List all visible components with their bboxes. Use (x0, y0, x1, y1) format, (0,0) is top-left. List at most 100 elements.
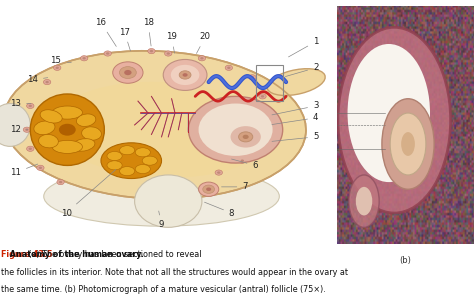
Text: the same time. (b) Photomicrograph of a mature vesicular (antral) follicle (75×): the same time. (b) Photomicrograph of a … (1, 285, 326, 294)
Text: 14: 14 (27, 75, 48, 84)
Ellipse shape (72, 139, 95, 151)
Ellipse shape (124, 70, 132, 75)
Ellipse shape (25, 128, 28, 131)
Ellipse shape (150, 50, 153, 52)
Ellipse shape (36, 165, 44, 171)
Text: 5: 5 (272, 132, 319, 141)
Ellipse shape (76, 114, 96, 126)
Text: (a) The ovary has been sectioned to reveal: (a) The ovary has been sectioned to reve… (26, 250, 201, 259)
Text: 4: 4 (272, 113, 319, 125)
Text: 20: 20 (197, 32, 211, 54)
Ellipse shape (189, 96, 283, 163)
Ellipse shape (215, 170, 222, 175)
Ellipse shape (401, 132, 415, 156)
Ellipse shape (30, 94, 104, 166)
Ellipse shape (238, 132, 253, 142)
Ellipse shape (217, 171, 220, 174)
Ellipse shape (107, 151, 122, 161)
Ellipse shape (135, 148, 150, 157)
Ellipse shape (171, 65, 200, 85)
Ellipse shape (203, 185, 215, 193)
Ellipse shape (81, 56, 88, 61)
Ellipse shape (182, 73, 188, 77)
Ellipse shape (347, 44, 430, 182)
Text: 17: 17 (119, 28, 130, 51)
Ellipse shape (142, 156, 157, 165)
Ellipse shape (199, 103, 273, 156)
Ellipse shape (230, 126, 261, 148)
Ellipse shape (206, 188, 211, 191)
Ellipse shape (135, 165, 150, 173)
Ellipse shape (249, 75, 256, 80)
Text: 2: 2 (285, 63, 319, 76)
Ellipse shape (254, 119, 257, 121)
Text: 6: 6 (231, 159, 258, 170)
Text: 15: 15 (50, 56, 71, 65)
Text: 16: 16 (95, 18, 116, 46)
Ellipse shape (259, 94, 266, 99)
Ellipse shape (34, 121, 55, 135)
Ellipse shape (28, 105, 32, 107)
Ellipse shape (135, 175, 202, 227)
Text: Figure 43.5: Figure 43.5 (1, 250, 53, 259)
Text: 12: 12 (10, 125, 27, 134)
Ellipse shape (200, 57, 204, 59)
Ellipse shape (52, 106, 82, 119)
Ellipse shape (57, 179, 64, 185)
Ellipse shape (252, 118, 259, 123)
Ellipse shape (243, 135, 249, 139)
Ellipse shape (119, 167, 135, 176)
Ellipse shape (28, 148, 32, 150)
Ellipse shape (40, 110, 62, 123)
Ellipse shape (198, 56, 206, 61)
Text: 7: 7 (221, 182, 248, 191)
Ellipse shape (104, 51, 111, 56)
Ellipse shape (55, 67, 59, 69)
Ellipse shape (119, 67, 137, 78)
Text: 9: 9 (159, 211, 164, 230)
Text: 13: 13 (10, 99, 31, 108)
Ellipse shape (251, 76, 254, 78)
Ellipse shape (349, 175, 379, 227)
Ellipse shape (82, 57, 86, 59)
Ellipse shape (101, 143, 162, 178)
Text: 10: 10 (61, 170, 116, 218)
Ellipse shape (82, 127, 101, 140)
Ellipse shape (338, 27, 451, 213)
Ellipse shape (241, 159, 244, 162)
Text: 1: 1 (289, 37, 319, 57)
Bar (256, 65, 283, 101)
Ellipse shape (106, 52, 109, 55)
Ellipse shape (46, 81, 49, 83)
Text: 3: 3 (272, 101, 319, 115)
Ellipse shape (59, 181, 62, 183)
Ellipse shape (166, 52, 170, 55)
Ellipse shape (119, 146, 135, 155)
Ellipse shape (199, 182, 219, 196)
Ellipse shape (179, 71, 191, 79)
Text: 8: 8 (204, 202, 234, 218)
Ellipse shape (227, 67, 230, 69)
Ellipse shape (44, 167, 279, 226)
Ellipse shape (38, 134, 58, 148)
Ellipse shape (52, 140, 82, 153)
Ellipse shape (44, 79, 51, 85)
Ellipse shape (382, 99, 434, 189)
Ellipse shape (53, 82, 271, 178)
Text: the follicles in its interior. Note that not all the structures would appear in : the follicles in its interior. Note that… (1, 268, 348, 277)
Ellipse shape (390, 113, 426, 175)
Ellipse shape (0, 103, 30, 146)
Ellipse shape (39, 167, 42, 169)
Ellipse shape (238, 158, 246, 163)
Ellipse shape (59, 124, 76, 136)
Ellipse shape (356, 187, 372, 216)
Ellipse shape (27, 146, 34, 151)
Ellipse shape (163, 59, 207, 91)
Text: 11: 11 (10, 164, 38, 177)
Ellipse shape (113, 62, 143, 83)
Ellipse shape (54, 65, 61, 71)
Ellipse shape (225, 65, 233, 71)
Ellipse shape (261, 95, 264, 98)
Text: 18: 18 (143, 18, 154, 46)
Text: Anatomy of the human ovary.: Anatomy of the human ovary. (7, 250, 144, 259)
